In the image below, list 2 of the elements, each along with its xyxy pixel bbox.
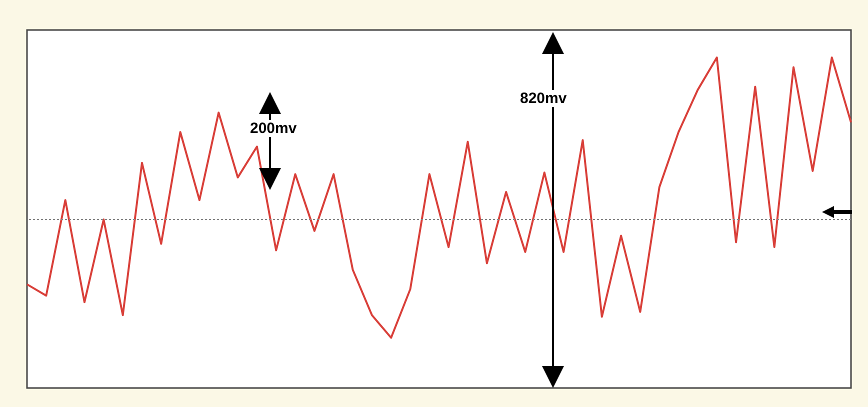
annotation: 820mv xyxy=(519,90,568,107)
annotation: 200mv xyxy=(249,120,298,137)
